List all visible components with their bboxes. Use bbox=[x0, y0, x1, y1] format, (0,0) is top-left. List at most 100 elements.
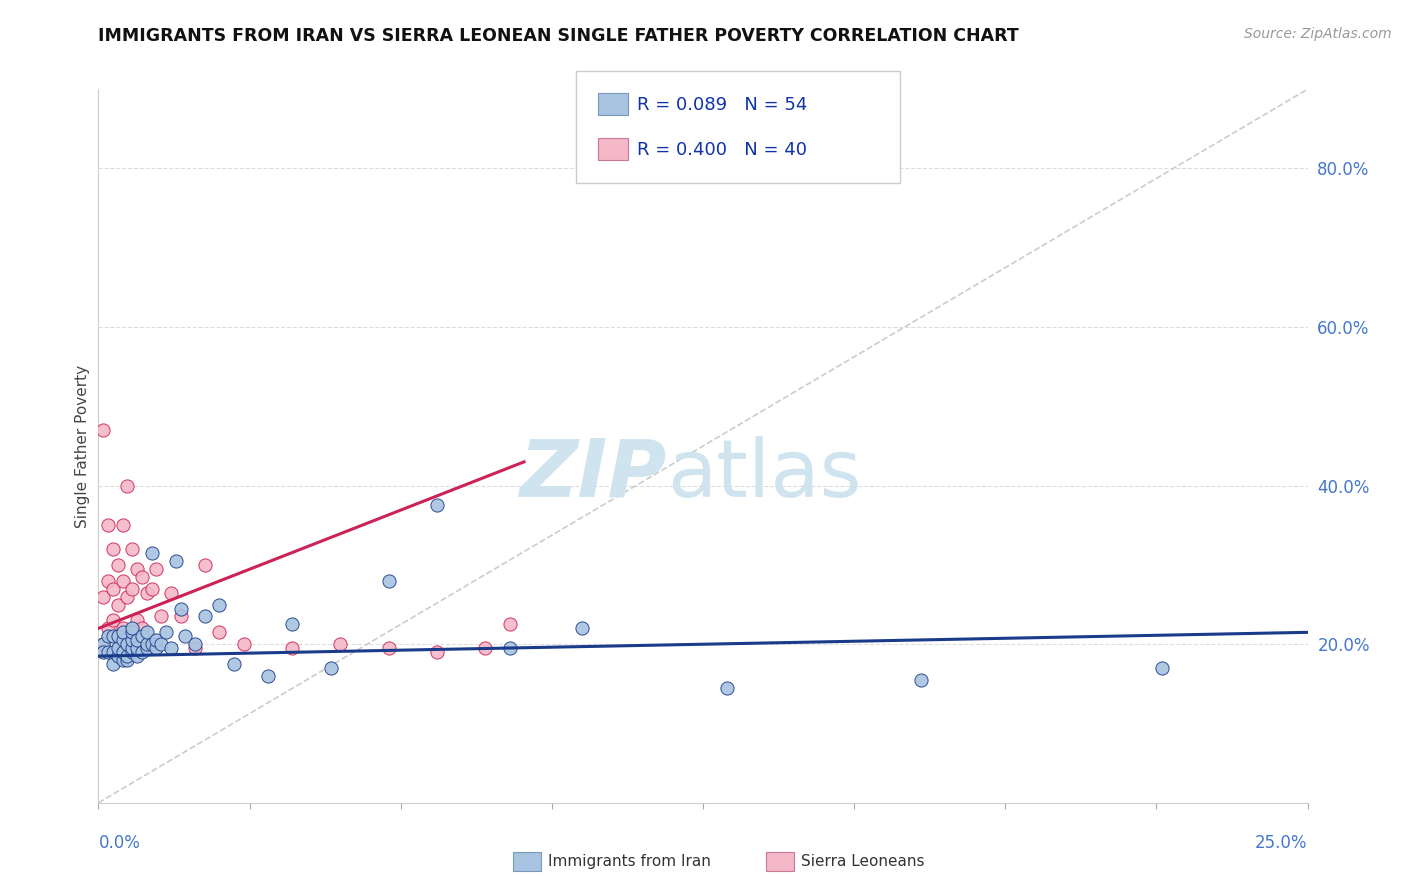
Point bbox=[169, 609, 191, 624]
Text: Immigrants from Iran: Immigrants from Iran bbox=[548, 855, 711, 869]
Point bbox=[174, 629, 197, 643]
Point bbox=[141, 637, 163, 651]
Point bbox=[131, 621, 153, 635]
Point bbox=[150, 637, 173, 651]
Point bbox=[498, 617, 520, 632]
Point bbox=[101, 645, 124, 659]
Point bbox=[107, 629, 129, 643]
Point bbox=[121, 633, 143, 648]
Point bbox=[145, 641, 167, 656]
Text: ZIP: ZIP bbox=[519, 435, 666, 514]
Point bbox=[319, 661, 342, 675]
Point bbox=[910, 673, 932, 687]
Point bbox=[111, 574, 134, 588]
Point bbox=[131, 629, 153, 643]
Point bbox=[135, 625, 157, 640]
Point bbox=[135, 585, 157, 599]
Point bbox=[121, 542, 143, 557]
Point bbox=[91, 423, 114, 437]
Point bbox=[131, 570, 153, 584]
Point bbox=[377, 574, 399, 588]
Point bbox=[141, 546, 163, 560]
Point bbox=[498, 641, 520, 656]
Point bbox=[111, 645, 134, 659]
Point bbox=[165, 554, 187, 568]
Point bbox=[91, 637, 114, 651]
Point bbox=[97, 629, 120, 643]
Point bbox=[141, 582, 163, 596]
Point bbox=[571, 621, 593, 635]
Point bbox=[135, 641, 157, 656]
Point bbox=[117, 649, 139, 664]
Point bbox=[377, 641, 399, 656]
Point bbox=[184, 637, 207, 651]
Point bbox=[121, 582, 143, 596]
Point bbox=[121, 641, 143, 656]
Point bbox=[111, 653, 134, 667]
Point bbox=[208, 598, 231, 612]
Point bbox=[1152, 661, 1174, 675]
Point bbox=[101, 614, 124, 628]
Point bbox=[91, 645, 114, 659]
Point bbox=[107, 649, 129, 664]
Point bbox=[107, 641, 129, 656]
Point bbox=[194, 609, 217, 624]
Point bbox=[97, 621, 120, 635]
Point bbox=[184, 641, 207, 656]
Point bbox=[121, 625, 143, 640]
Point bbox=[111, 518, 134, 533]
Text: R = 0.400   N = 40: R = 0.400 N = 40 bbox=[637, 141, 807, 159]
Point bbox=[222, 657, 245, 671]
Point bbox=[169, 601, 191, 615]
Point bbox=[121, 625, 143, 640]
Text: IMMIGRANTS FROM IRAN VS SIERRA LEONEAN SINGLE FATHER POVERTY CORRELATION CHART: IMMIGRANTS FROM IRAN VS SIERRA LEONEAN S… bbox=[98, 27, 1019, 45]
Point bbox=[160, 641, 183, 656]
Point bbox=[194, 558, 217, 572]
Point bbox=[101, 582, 124, 596]
Point bbox=[145, 633, 167, 648]
Text: 25.0%: 25.0% bbox=[1256, 834, 1308, 852]
Point bbox=[97, 574, 120, 588]
Point bbox=[107, 558, 129, 572]
Point bbox=[121, 621, 143, 635]
Text: 0.0%: 0.0% bbox=[98, 834, 141, 852]
Point bbox=[127, 614, 149, 628]
Point bbox=[232, 637, 254, 651]
Point bbox=[131, 645, 153, 659]
Point bbox=[329, 637, 352, 651]
Point bbox=[160, 585, 183, 599]
Point bbox=[117, 478, 139, 492]
Text: Source: ZipAtlas.com: Source: ZipAtlas.com bbox=[1244, 27, 1392, 41]
Point bbox=[111, 625, 134, 640]
Point bbox=[91, 637, 114, 651]
Point bbox=[111, 633, 134, 648]
Text: R = 0.089   N = 54: R = 0.089 N = 54 bbox=[637, 95, 807, 113]
Point bbox=[101, 542, 124, 557]
Point bbox=[256, 669, 278, 683]
Point bbox=[716, 681, 738, 695]
Point bbox=[117, 590, 139, 604]
Point bbox=[91, 590, 114, 604]
Point bbox=[107, 598, 129, 612]
Point bbox=[127, 641, 149, 656]
Point bbox=[101, 657, 124, 671]
Point bbox=[150, 609, 173, 624]
Point bbox=[426, 499, 449, 513]
Point bbox=[135, 637, 157, 651]
Point bbox=[281, 617, 304, 632]
Point bbox=[135, 637, 157, 651]
Point bbox=[117, 637, 139, 651]
Point bbox=[121, 645, 143, 659]
Point bbox=[208, 625, 231, 640]
Text: atlas: atlas bbox=[666, 435, 860, 514]
Point bbox=[101, 629, 124, 643]
Point bbox=[127, 649, 149, 664]
Point bbox=[155, 625, 177, 640]
Point bbox=[97, 518, 120, 533]
Point bbox=[127, 633, 149, 648]
Y-axis label: Single Father Poverty: Single Father Poverty bbox=[75, 365, 90, 527]
Point bbox=[145, 562, 167, 576]
Text: Sierra Leoneans: Sierra Leoneans bbox=[801, 855, 925, 869]
Point bbox=[281, 641, 304, 656]
Point bbox=[97, 645, 120, 659]
